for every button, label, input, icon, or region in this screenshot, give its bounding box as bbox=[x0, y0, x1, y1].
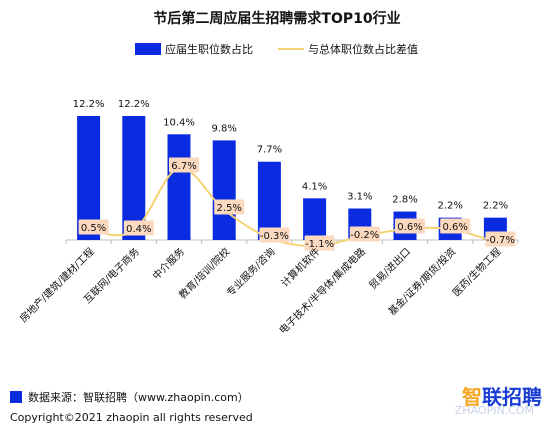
bar bbox=[122, 116, 146, 240]
logo-char-b: 联招聘 bbox=[482, 385, 542, 409]
category-label: 房地产/建筑/建材/工程 bbox=[17, 245, 97, 325]
line-label-box bbox=[349, 226, 380, 242]
bar-value-label: 10.4% bbox=[163, 117, 195, 128]
legend-bar-swatch bbox=[135, 43, 161, 55]
line-label-box bbox=[78, 219, 109, 235]
legend-line-label: 与总体职位数占比差值 bbox=[308, 43, 418, 56]
bar-value-label: 2.2% bbox=[483, 201, 508, 212]
line-label-box bbox=[169, 157, 199, 173]
line-label-box bbox=[304, 235, 335, 251]
watermark: ZHAOPIN.COM bbox=[454, 404, 534, 417]
bar bbox=[167, 134, 191, 240]
category-label: 专业服务/咨询 bbox=[224, 245, 278, 299]
bar-value-label: 12.2% bbox=[118, 99, 150, 110]
logo-char-a: 智 bbox=[462, 385, 482, 409]
category-label: 医药/生物工程 bbox=[450, 245, 504, 299]
line-value-label: 2.5% bbox=[216, 203, 241, 214]
legend-item-bar: 应届生职位数占比 bbox=[135, 41, 253, 57]
line-value-label: 6.7% bbox=[171, 161, 196, 172]
legend-bar-label: 应届生职位数占比 bbox=[165, 43, 253, 56]
bar-value-label: 3.1% bbox=[347, 191, 372, 202]
line-value-label: -1.1% bbox=[305, 239, 334, 250]
bar-value-label: 4.1% bbox=[302, 181, 327, 192]
source-note: 数据来源：智联招聘（www.zhaopin.com） bbox=[10, 389, 249, 405]
bar-value-label: 12.2% bbox=[73, 99, 105, 110]
bar bbox=[77, 116, 101, 240]
category-label: 计算机软件 bbox=[278, 245, 323, 290]
line-value-label: 0.5% bbox=[81, 223, 106, 234]
source-marker bbox=[10, 391, 22, 403]
bar bbox=[212, 140, 236, 240]
line-label-box bbox=[259, 227, 290, 243]
line-value-label: -0.2% bbox=[350, 230, 379, 241]
line-value-label: 0.6% bbox=[397, 222, 422, 233]
bar-value-label: 2.2% bbox=[437, 201, 462, 212]
line-label-box bbox=[440, 218, 471, 234]
source-text: 数据来源：智联招聘（www.zhaopin.com） bbox=[28, 391, 249, 404]
line-label-box bbox=[214, 199, 245, 215]
line-value-label: 0.6% bbox=[442, 222, 467, 233]
line-value-label: -0.7% bbox=[486, 235, 515, 246]
legend-item-line: 与总体职位数占比差值 bbox=[278, 41, 418, 57]
bar-value-label: 2.8% bbox=[392, 195, 417, 206]
bar-value-label: 7.7% bbox=[257, 145, 282, 156]
category-label: 电子技术/半导体/集成电路 bbox=[276, 245, 368, 337]
line-label-box bbox=[485, 231, 516, 247]
zhaopin-logo: 智联招聘 bbox=[462, 381, 542, 410]
copyright-text: Copyright©2021 zhaopin all rights reserv… bbox=[10, 411, 253, 424]
line-label-box bbox=[123, 220, 154, 236]
bar bbox=[303, 198, 327, 240]
line-value-label: 0.4% bbox=[126, 224, 151, 235]
bar bbox=[257, 161, 281, 240]
category-label: 贸易/进出口 bbox=[366, 245, 413, 292]
bar-value-label: 9.8% bbox=[211, 123, 236, 134]
legend: 应届生职位数占比 与总体职位数占比差值 bbox=[0, 41, 554, 57]
legend-line-swatch bbox=[278, 48, 304, 50]
line-label-box bbox=[395, 218, 425, 234]
chart-title: 节后第二周应届生招聘需求TOP10行业 bbox=[153, 11, 401, 27]
line-value-label: -0.3% bbox=[260, 231, 289, 242]
category-label: 中介服务 bbox=[150, 245, 187, 282]
